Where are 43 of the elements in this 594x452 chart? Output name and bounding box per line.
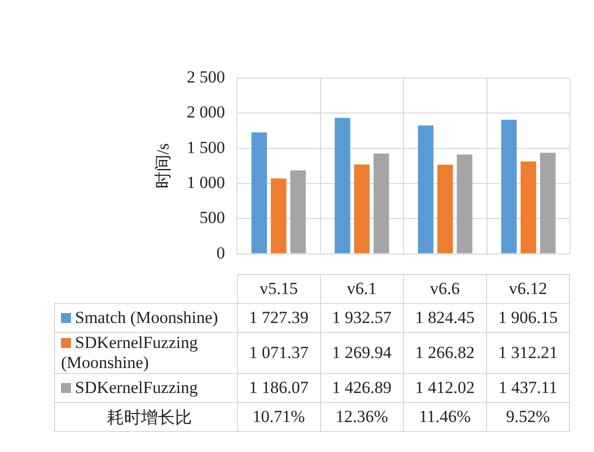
bar [437, 164, 453, 254]
bar [251, 132, 267, 254]
y-tick-label: 1 000 [186, 172, 225, 192]
data-label: 1 186.07 [237, 374, 320, 402]
bar [290, 170, 306, 254]
data-label: 1 906.15 [486, 304, 570, 332]
text: 11.46% [403, 402, 486, 432]
data-label: 1 437.11 [486, 374, 570, 402]
data-label: 1 269.94 [320, 332, 404, 374]
data-label: 1 412.02 [403, 374, 486, 402]
data-label: 1 312.21 [486, 332, 570, 374]
bar [456, 154, 472, 254]
y-tick-label: 1 500 [186, 138, 225, 157]
data-label: 1 727.39 [237, 304, 320, 332]
x-tick-label: v6.6 [403, 274, 486, 304]
bar [270, 178, 286, 254]
legend-label: SDKernelFuzzing [54, 374, 238, 402]
data-label: 1 824.45 [403, 304, 486, 332]
y-tick-label: 2 500 [186, 67, 225, 86]
x-tick-label: v6.1 [320, 274, 404, 304]
text: 耗时增长比 [54, 402, 238, 432]
bar [520, 162, 536, 254]
y-axis-title: 时间/s [154, 143, 173, 189]
bar [334, 118, 350, 254]
legend-label: SDKernelFuzzing (Moonshine) [54, 332, 238, 374]
data-label: 1 071.37 [237, 332, 320, 374]
x-tick-label: v6.12 [486, 274, 570, 304]
text: 10.71% [237, 402, 320, 432]
bar [374, 153, 390, 254]
x-tick-label: v5.15 [237, 274, 320, 304]
y-tick-label: 500 [200, 208, 225, 228]
bar [501, 120, 517, 254]
bar [418, 126, 434, 254]
data-label: 1 932.57 [320, 304, 404, 332]
y-tick-label: 0 [216, 243, 225, 262]
bar [354, 164, 370, 254]
text: 9.52% [486, 402, 570, 432]
y-tick-label: 2 000 [186, 102, 225, 122]
data-label: 1 426.89 [320, 374, 404, 402]
legend-label: Smatch (Moonshine) [54, 304, 238, 332]
bar [540, 152, 556, 254]
data-label: 1 266.82 [403, 332, 486, 374]
text: 12.36% [320, 402, 404, 432]
